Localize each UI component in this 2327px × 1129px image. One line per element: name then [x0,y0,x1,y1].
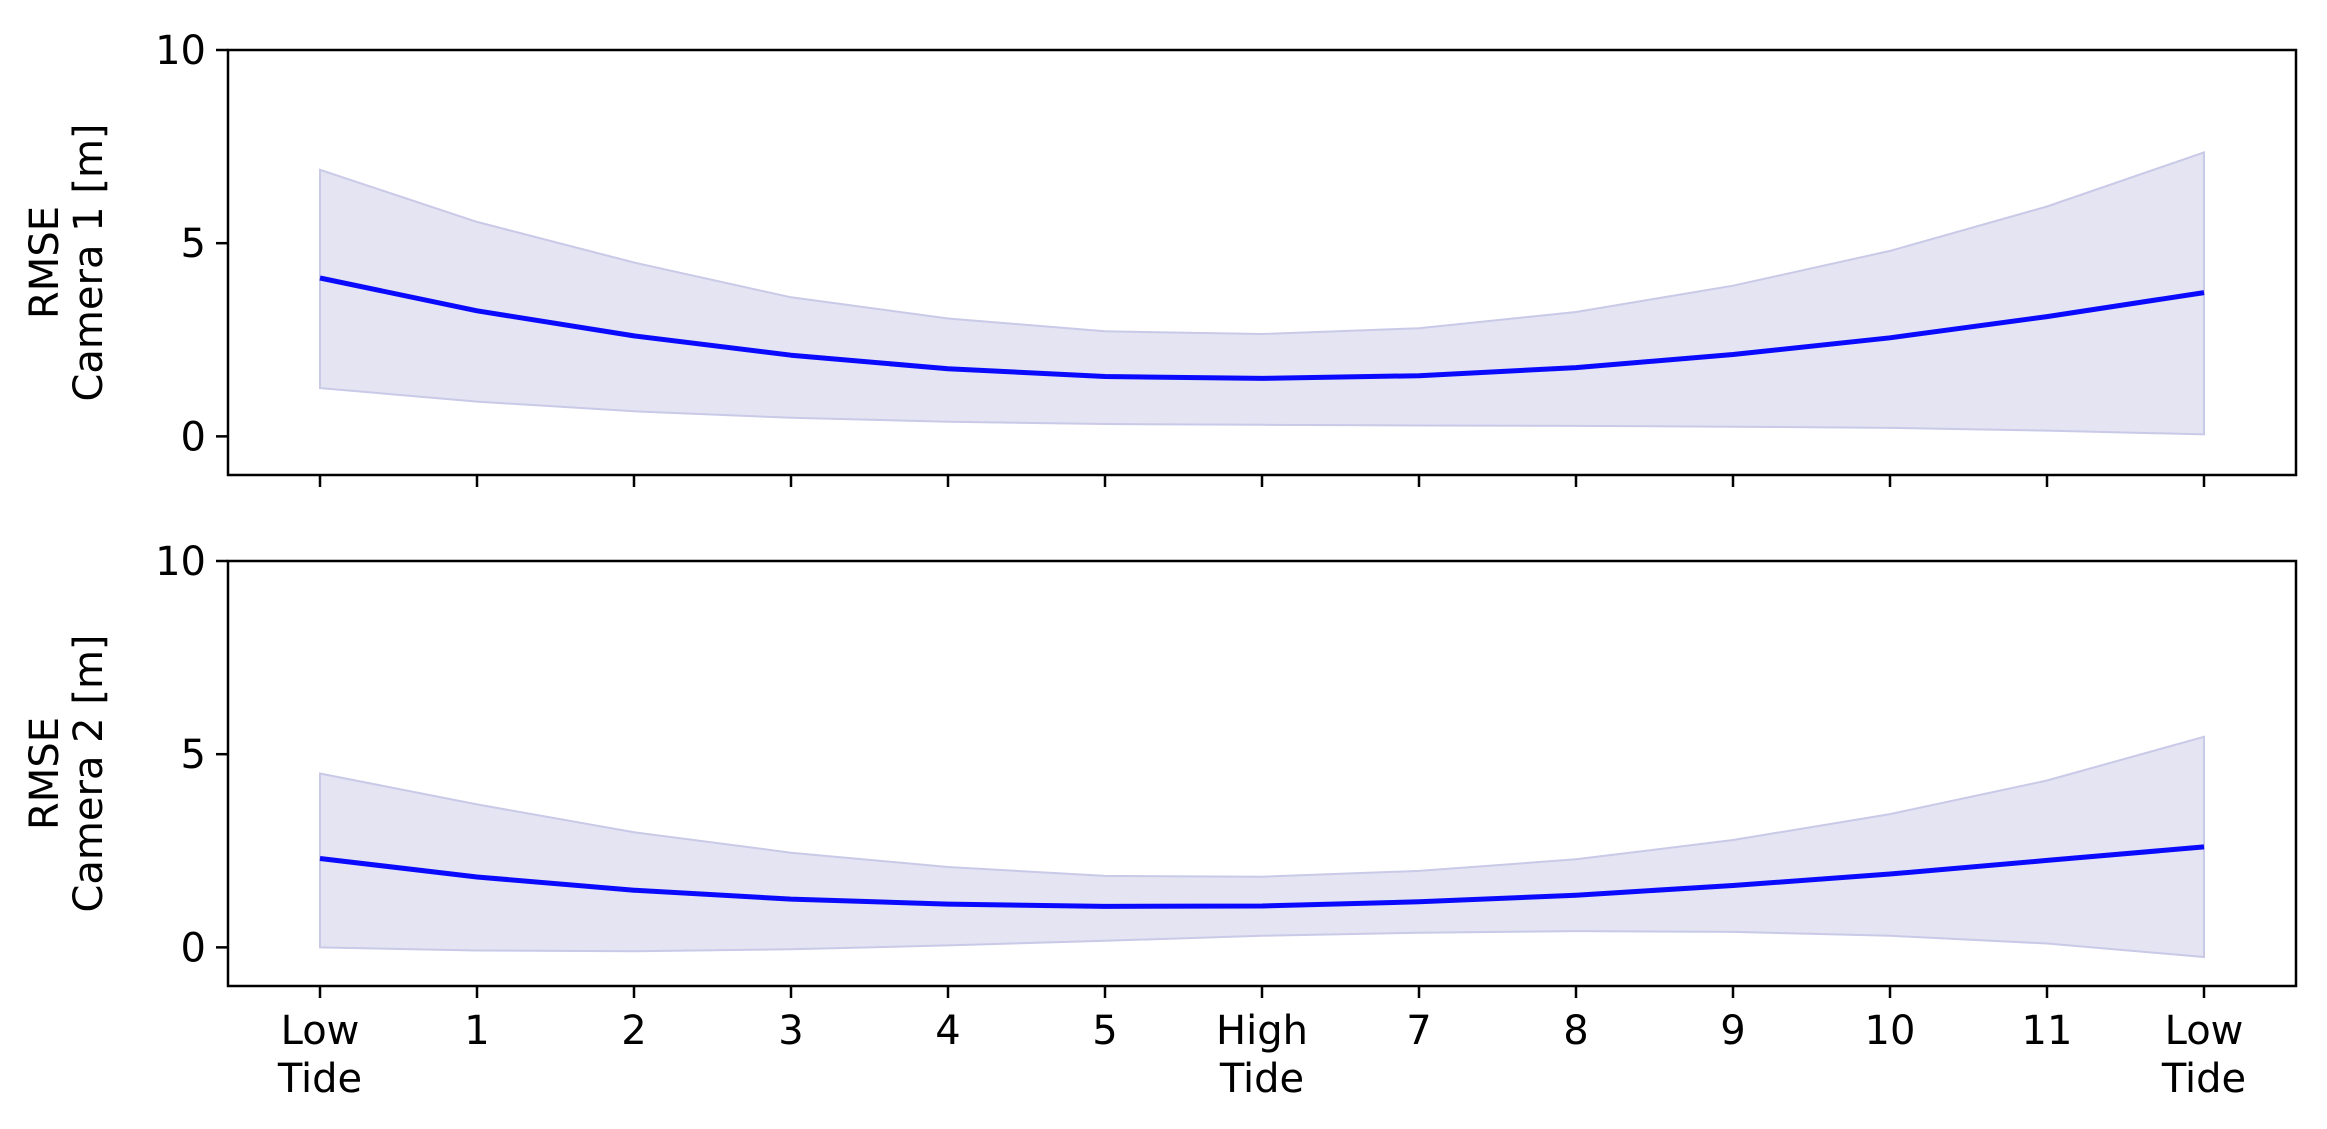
x-tick-label: 10 [1865,1008,1916,1054]
mean-line [319,275,2205,381]
y-tick-label: 0 [181,414,206,460]
y-axis-label: RMSECamera 1 [m] [22,123,112,401]
x-tick-label: 5 [1092,1008,1117,1054]
x-tick-label: 11 [2022,1008,2073,1054]
mean-line [319,844,2205,909]
y-tick-label: 10 [155,539,206,585]
x-tick-label: 7 [1406,1008,1431,1054]
y-axis-label: RMSECamera 2 [m] [22,634,112,912]
x-tick-label: 4 [935,1008,960,1054]
y-tick-label: 5 [181,221,206,267]
panel-camera-2: 0 5 10 Low Tide 1 2 3 4 5 High Tide 7 8 9 10 11 Low Tide RM… [22,539,2298,1102]
x-tick-label: High Tide [1216,1008,1308,1102]
confidence-band [319,735,2205,959]
x-tick-label: 9 [1720,1008,1745,1054]
x-tick-label: 2 [621,1008,646,1054]
x-tick-label: 8 [1563,1008,1588,1054]
y-tick-label: 5 [181,732,206,778]
x-tick-label: 3 [778,1008,803,1054]
x-tick-label: Low Tide [277,1008,362,1102]
y-tick-label: 0 [181,925,206,971]
panel-camera-1: 0 5 10 RMSECamera 1 [m] [22,28,2298,487]
x-tick-label: 1 [464,1008,489,1054]
y-tick-label: 10 [155,28,206,74]
confidence-band [319,150,2205,436]
x-tick-label: Low Tide [2161,1008,2246,1102]
